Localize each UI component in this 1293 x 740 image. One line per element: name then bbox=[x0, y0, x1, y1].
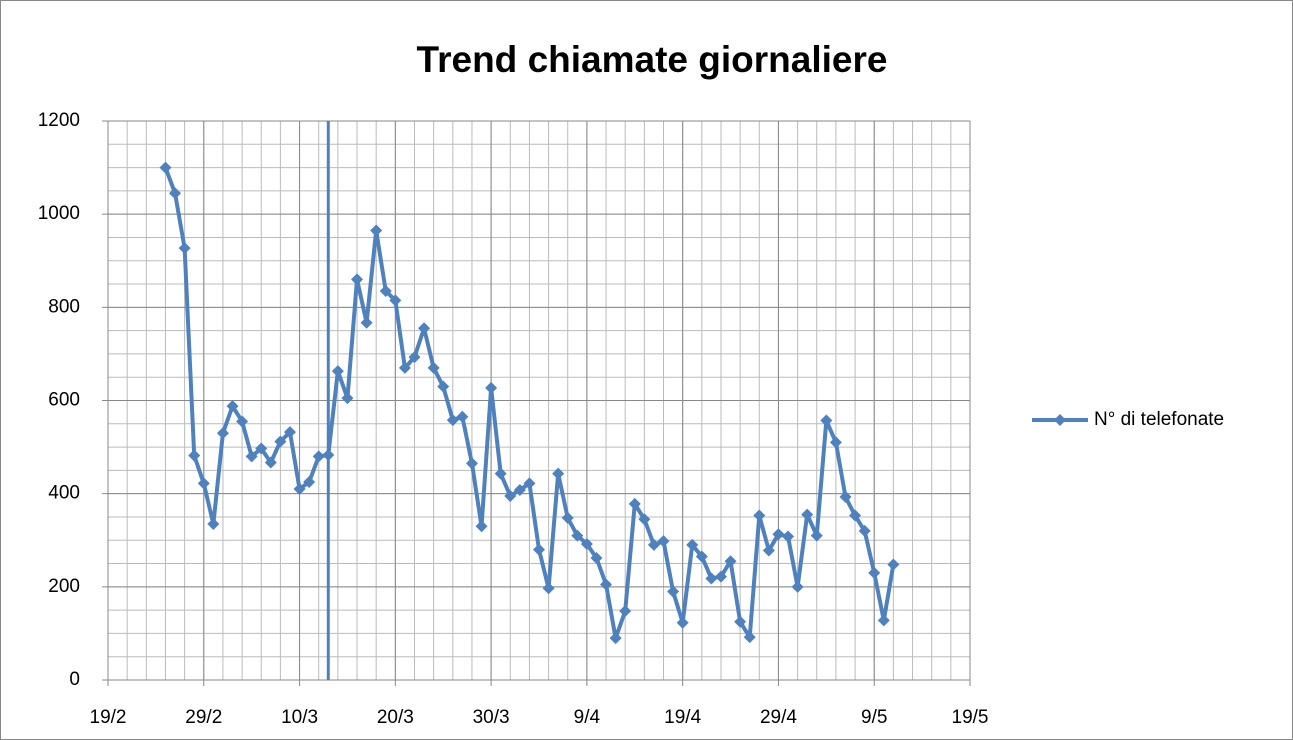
data-point bbox=[303, 476, 316, 489]
data-point bbox=[475, 520, 488, 533]
y-tick-label: 0 bbox=[69, 669, 80, 690]
data-point bbox=[255, 442, 268, 455]
data-point bbox=[676, 616, 689, 629]
y-tick-label: 800 bbox=[48, 296, 80, 317]
data-point bbox=[600, 578, 613, 591]
data-point bbox=[657, 535, 670, 548]
data-point bbox=[801, 508, 814, 521]
data-point bbox=[331, 365, 344, 378]
x-tick-label: 19/5 bbox=[952, 707, 989, 728]
data-point bbox=[513, 483, 526, 496]
data-point bbox=[283, 426, 296, 439]
data-point bbox=[609, 632, 622, 645]
y-tick-label: 200 bbox=[48, 576, 80, 597]
data-point bbox=[533, 543, 545, 556]
data-point bbox=[312, 450, 325, 463]
x-tick-label: 10/3 bbox=[281, 707, 318, 728]
data-point bbox=[169, 187, 182, 200]
data-point bbox=[590, 551, 603, 564]
x-tick-label: 20/3 bbox=[377, 707, 414, 728]
data-point bbox=[408, 351, 421, 364]
data-point bbox=[264, 456, 277, 469]
data-point bbox=[820, 414, 833, 427]
data-point bbox=[877, 614, 890, 627]
data-point bbox=[322, 449, 335, 462]
x-tick-label: 29/2 bbox=[185, 707, 222, 728]
data-point bbox=[427, 361, 440, 374]
data-point bbox=[485, 381, 498, 394]
data-point bbox=[389, 294, 402, 307]
x-tick-label: 30/3 bbox=[473, 707, 510, 728]
data-point bbox=[753, 509, 766, 522]
data-point bbox=[638, 513, 651, 526]
data-point bbox=[705, 572, 718, 585]
data-point bbox=[465, 457, 478, 470]
data-point bbox=[226, 400, 239, 413]
data-point bbox=[858, 524, 871, 537]
data-point bbox=[695, 550, 708, 563]
data-point bbox=[762, 544, 775, 557]
data-point bbox=[188, 449, 201, 462]
data-point bbox=[398, 361, 411, 374]
data-point bbox=[772, 528, 785, 541]
data-point bbox=[839, 490, 852, 503]
x-tick-label: 9/5 bbox=[861, 707, 887, 728]
data-point bbox=[494, 467, 507, 480]
data-point bbox=[714, 570, 727, 583]
data-point bbox=[734, 615, 747, 628]
data-point bbox=[370, 224, 383, 237]
data-point bbox=[360, 316, 373, 329]
data-point bbox=[628, 497, 641, 510]
y-tick-label: 1200 bbox=[38, 110, 80, 131]
x-tick-label: 29/4 bbox=[760, 707, 797, 728]
data-point bbox=[743, 631, 756, 644]
y-tick-label: 400 bbox=[48, 483, 80, 504]
data-point bbox=[868, 566, 881, 579]
data-point bbox=[619, 605, 632, 618]
data-point bbox=[552, 467, 565, 480]
data-point bbox=[207, 517, 220, 530]
legend-label: N° di telefonate bbox=[1094, 409, 1224, 430]
x-tick-label: 9/4 bbox=[574, 707, 601, 728]
y-tick-label: 600 bbox=[48, 390, 80, 411]
data-point bbox=[686, 538, 699, 551]
data-point bbox=[791, 580, 804, 593]
data-point bbox=[849, 509, 862, 522]
legend-marker bbox=[1054, 414, 1066, 426]
data-point bbox=[351, 273, 364, 286]
data-point bbox=[437, 380, 450, 393]
data-point bbox=[293, 483, 306, 496]
data-point bbox=[418, 322, 431, 335]
data-point bbox=[571, 529, 584, 542]
data-point bbox=[887, 558, 900, 571]
data-point bbox=[523, 477, 536, 490]
data-point bbox=[178, 242, 191, 255]
data-point bbox=[580, 537, 593, 550]
data-point bbox=[341, 392, 354, 405]
data-point bbox=[504, 489, 517, 502]
data-point bbox=[561, 511, 574, 524]
chart-title: Trend chiamate giornaliere bbox=[417, 39, 888, 80]
data-point bbox=[446, 414, 459, 427]
data-point bbox=[647, 538, 660, 551]
y-tick-label: 1000 bbox=[38, 203, 80, 224]
data-point bbox=[197, 477, 210, 490]
data-point bbox=[245, 450, 258, 463]
x-tick-label: 19/2 bbox=[90, 707, 127, 728]
data-point bbox=[159, 161, 172, 174]
data-point bbox=[379, 285, 392, 298]
data-point bbox=[274, 435, 287, 448]
data-point bbox=[810, 529, 823, 542]
data-point bbox=[216, 427, 229, 440]
data-point bbox=[829, 436, 842, 449]
data-point bbox=[236, 415, 249, 428]
data-point bbox=[724, 555, 737, 568]
data-point bbox=[542, 582, 555, 595]
x-tick-label: 19/4 bbox=[664, 707, 701, 728]
data-point bbox=[456, 410, 469, 423]
data-point bbox=[782, 530, 795, 543]
data-point bbox=[667, 585, 680, 598]
